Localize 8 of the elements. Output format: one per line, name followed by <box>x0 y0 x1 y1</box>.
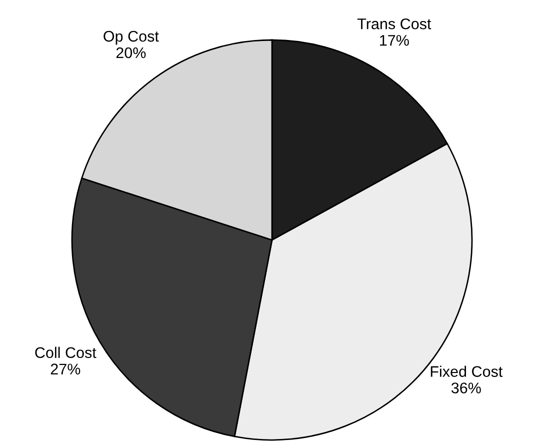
data-label: 27% <box>50 364 80 374</box>
slice-label: Op Cost <box>104 30 159 45</box>
data-label: 17% <box>380 35 409 46</box>
slice-label: Coll Cost <box>35 346 96 358</box>
slice-label: Trans Cost <box>357 18 432 30</box>
data-label: 20% <box>116 47 146 58</box>
data-label: 36% <box>451 382 481 394</box>
slice-label: Fixed Cost <box>430 366 503 377</box>
